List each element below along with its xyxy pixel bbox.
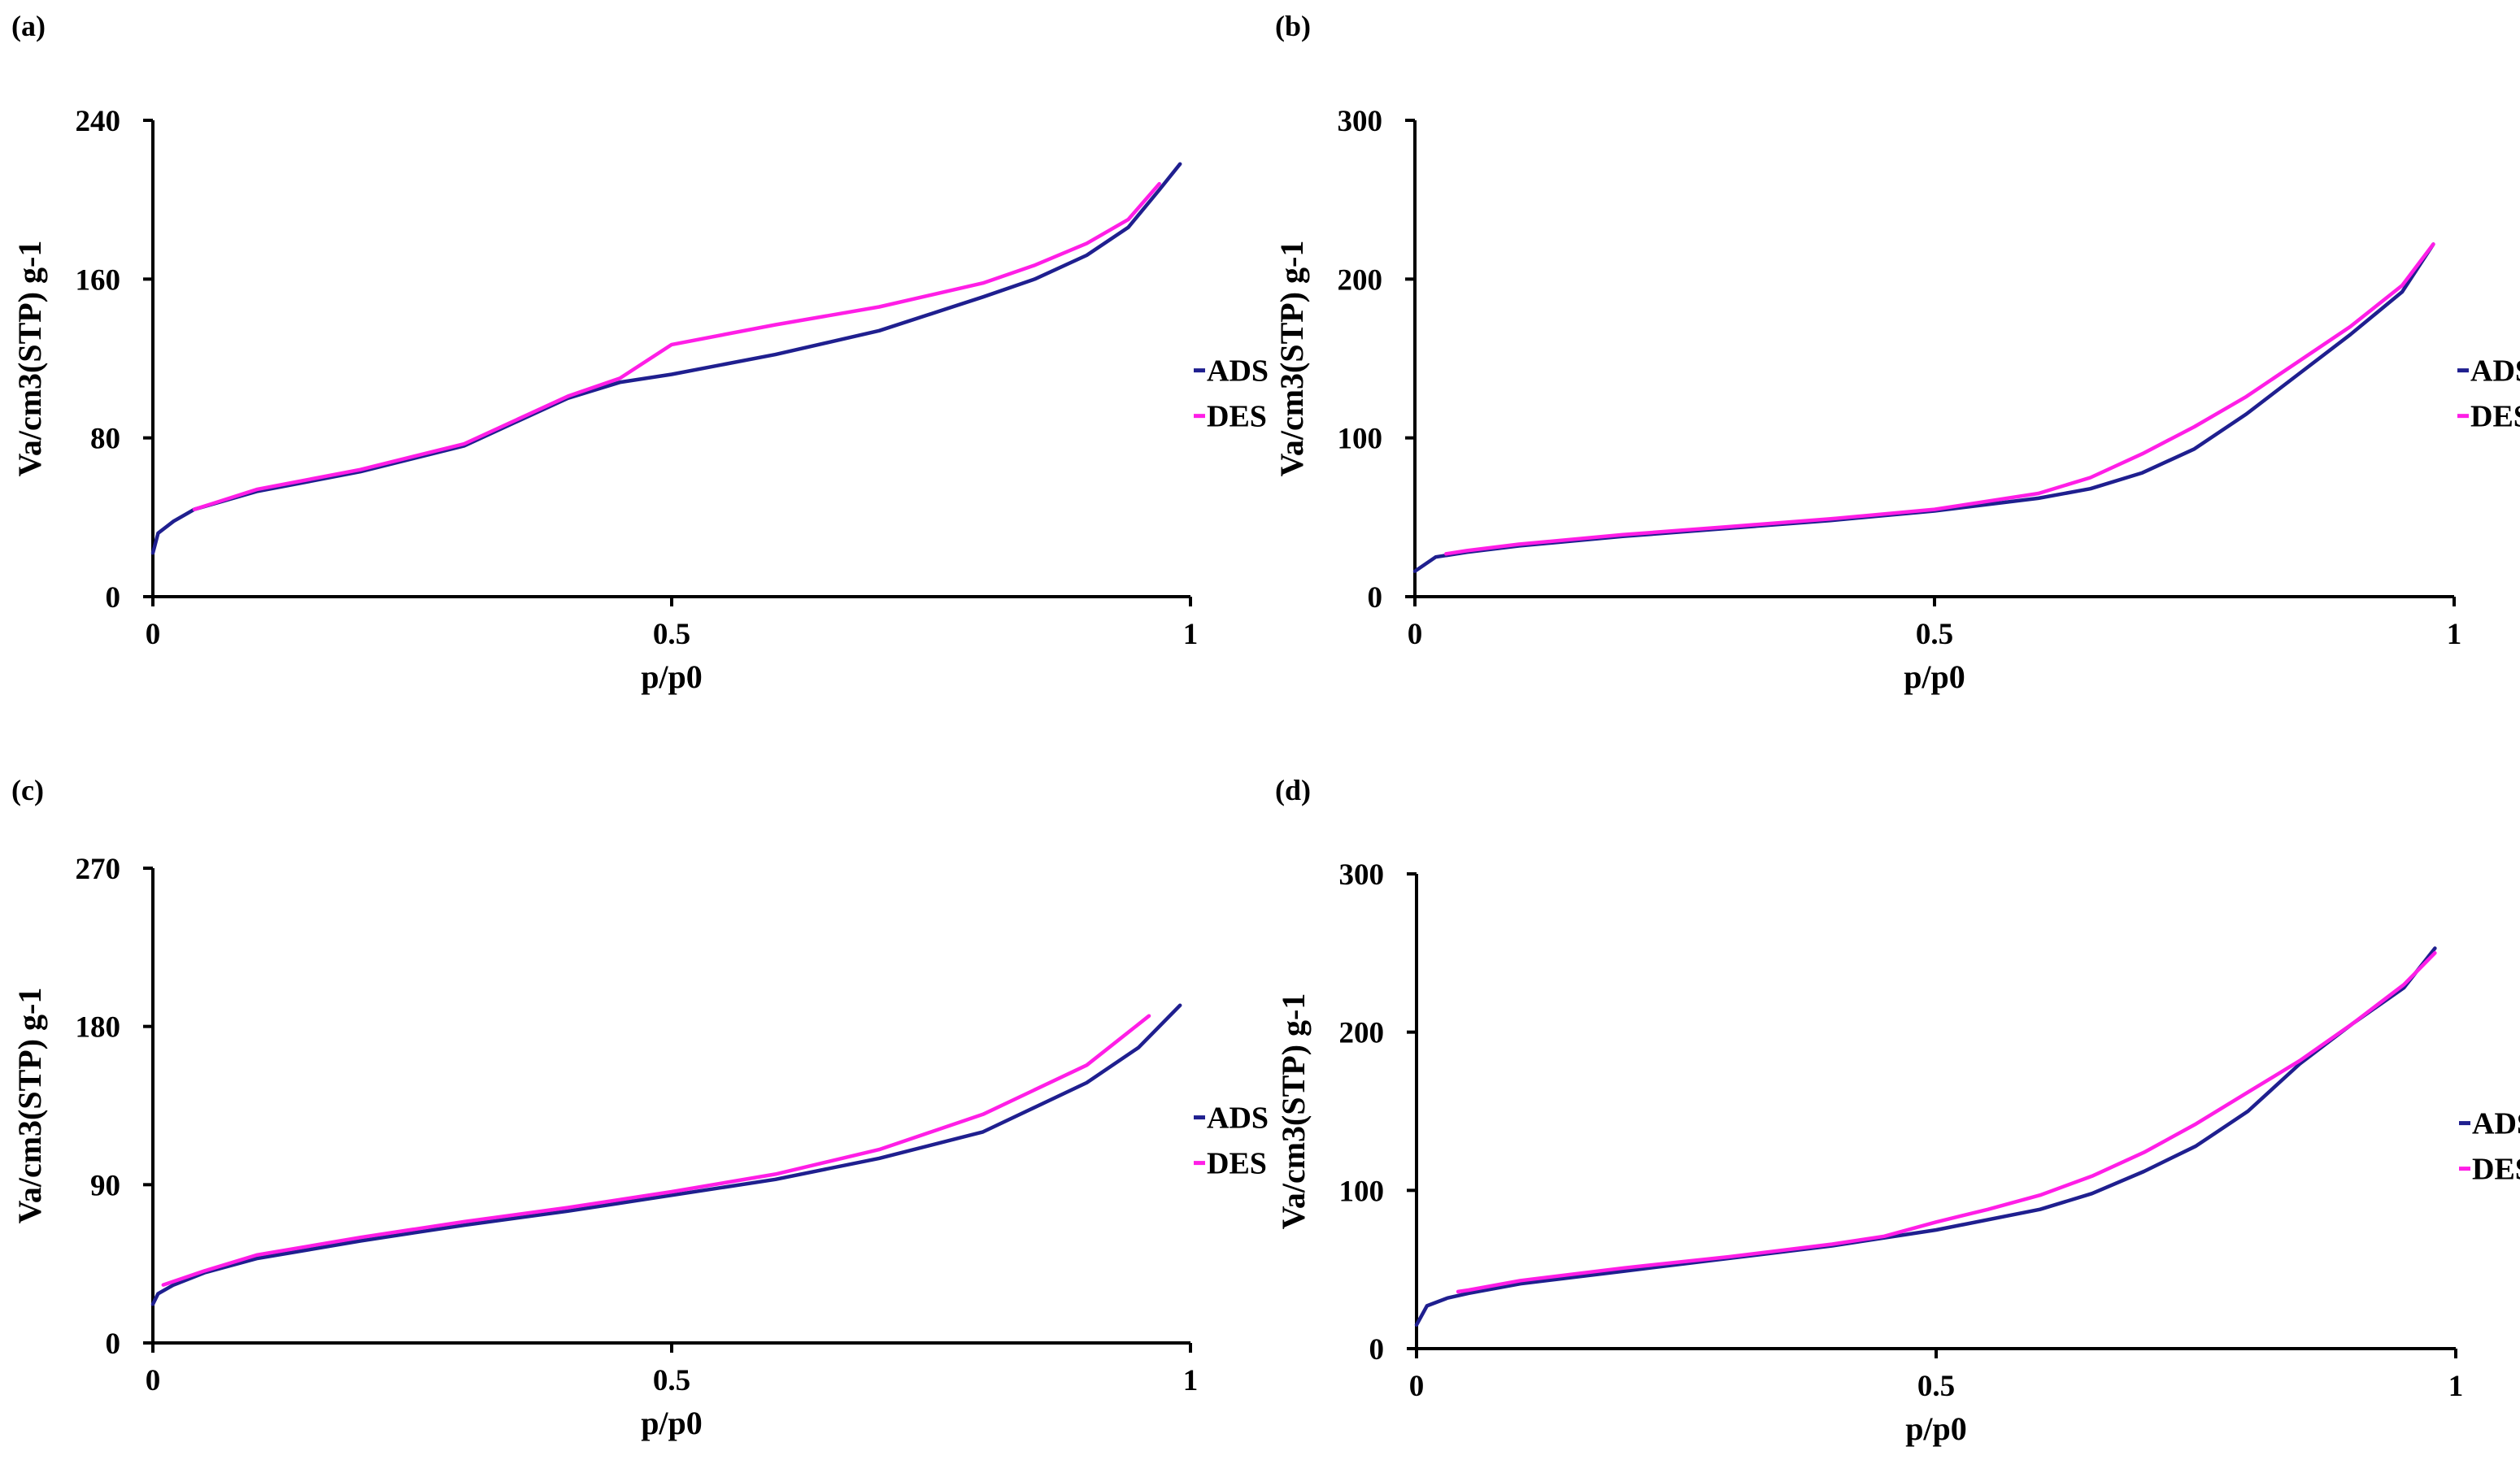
legend-label-ads: ADS [2472,1107,2520,1141]
panel-b: (b) 0 0.5 1 0 100 200 300 p/p0 Va/cm3(STP) g-1 ADS… [1273,10,2520,695]
series-line-des [192,181,1161,511]
panel-label: (c) [11,774,44,806]
y-tick-label: 200 [1338,263,1383,297]
x-axis-title: p/p0 [641,658,703,695]
series-line-des [1444,242,2435,556]
legend-label-ads: ADS [1207,1101,1269,1136]
y-tick-label: 100 [1338,423,1383,456]
y-axis-title: Va/cm3(STP) g-1 [1273,241,1310,477]
x-axis-title: p/p0 [1905,1410,1967,1447]
y-tick-label: 80 [90,423,120,456]
series-line-ads [150,1003,1182,1306]
legend-label-des: DES [1207,400,1267,434]
x-tick-label: 1 [1183,618,1199,651]
x-tick-label: 1 [2448,1370,2464,1403]
y-tick-label: 160 [76,263,121,297]
x-tick-label: 0 [146,618,161,651]
x-tick-label: 1 [2447,618,2462,651]
series-line-ads [1414,946,2437,1327]
legend-label-ads: ADS [2470,354,2520,389]
x-tick-label: 0.5 [653,618,690,651]
series-line-ads [150,162,1182,555]
series-line-des [1456,951,2437,1294]
panel-a: (a) 0 0.5 1 0 80 160 240 p/p0 Va/cm3(STP) g-1 ADS D… [11,10,1269,695]
y-tick-label: 100 [1339,1175,1385,1208]
x-axis-title: p/p0 [1904,658,1965,695]
y-tick-label: 0 [106,1327,121,1361]
panel-label: (a) [11,10,46,42]
legend-label-ads: ADS [1207,354,1269,389]
panel-label: (d) [1275,774,1311,806]
x-tick-label: 0 [1409,1370,1425,1403]
panel-c: (c) 0 0.5 1 0 90 180 270 p/p0 Va/cm3(STP) g-1 ADS D… [11,774,1269,1441]
y-tick-label: 90 [90,1169,120,1202]
legend-label-des: DES [2472,1153,2520,1187]
x-tick-label: 1 [1183,1364,1199,1397]
x-tick-label: 0.5 [1917,1370,1955,1403]
y-tick-label: 180 [76,1011,121,1045]
legend-label-des: DES [1207,1147,1267,1181]
y-tick-label: 0 [106,581,121,615]
y-tick-label: 300 [1338,105,1383,138]
series-line-ads [1412,242,2435,573]
y-tick-label: 240 [76,105,121,138]
x-tick-label: 0.5 [1916,618,1953,651]
series-line-des [161,1014,1151,1287]
panel-d: (d) 0 0.5 1 0 100 200 300 p/p0 Va/cm3(STP) g-1 ADS… [1275,774,2520,1447]
legend-label-des: DES [2470,400,2520,434]
y-tick-label: 200 [1339,1017,1385,1050]
y-axis-title: Va/cm3(STP) g-1 [11,241,48,477]
y-tick-label: 0 [1368,581,1383,615]
y-axis-title: Va/cm3(STP) g-1 [1275,993,1312,1230]
y-tick-label: 270 [76,853,121,886]
x-tick-label: 0 [146,1364,161,1397]
x-axis-title: p/p0 [641,1405,703,1441]
y-tick-label: 0 [1369,1333,1385,1367]
x-tick-label: 0.5 [653,1364,690,1397]
y-tick-label: 300 [1339,858,1385,892]
panel-label: (b) [1275,10,1311,42]
y-axis-title: Va/cm3(STP) g-1 [11,988,48,1224]
x-tick-label: 0 [1408,618,1423,651]
